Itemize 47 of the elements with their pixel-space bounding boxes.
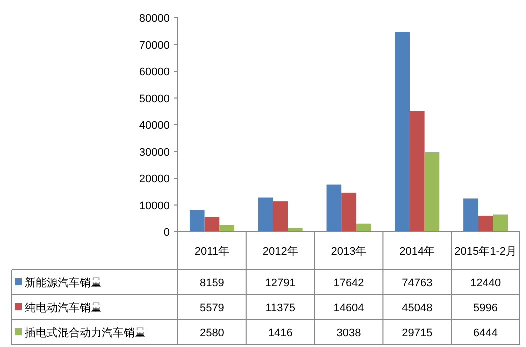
bar xyxy=(326,184,342,232)
data-label: 29715 xyxy=(402,328,433,340)
legend-label: 纯电动汽车销量 xyxy=(25,302,102,314)
data-label: 3038 xyxy=(336,328,362,340)
data-label: 12440 xyxy=(470,278,502,290)
legend-label: 新能源汽车销量 xyxy=(25,276,102,290)
bar xyxy=(288,228,303,232)
bar xyxy=(258,198,274,232)
bar xyxy=(204,217,220,232)
bar xyxy=(464,198,478,232)
bar xyxy=(493,214,508,232)
x-tick-label: 2013年 xyxy=(331,246,367,258)
x-tick-label: 2011年 xyxy=(194,246,230,258)
legend-label: 插电式混合动力汽车销量 xyxy=(25,326,146,340)
data-label: 2580 xyxy=(200,328,224,340)
data-label: 14604 xyxy=(334,302,364,314)
bar xyxy=(356,224,372,232)
bar xyxy=(220,225,234,232)
data-label: 74763 xyxy=(402,278,433,290)
data-label: 5996 xyxy=(474,302,498,314)
x-tick-label: 2015年1-2月 xyxy=(454,246,517,258)
data-label: 6444 xyxy=(474,328,498,340)
data-label: 11375 xyxy=(266,302,296,314)
data-label: 8159 xyxy=(200,278,224,290)
data-label: 1416 xyxy=(268,328,293,340)
y-tick-label: 30000 xyxy=(139,146,170,159)
y-tick-label: 40000 xyxy=(139,120,170,132)
bar xyxy=(424,152,440,232)
data-label: 5579 xyxy=(200,302,224,314)
data-label: 12791 xyxy=(265,278,296,290)
x-tick-label: 2012年 xyxy=(262,246,298,258)
bar xyxy=(342,192,356,232)
data-label: 45048 xyxy=(402,302,433,314)
x-tick-label: 2014年 xyxy=(400,246,436,258)
y-tick-label: 20000 xyxy=(139,174,170,186)
y-tick-label: 80000 xyxy=(139,13,170,25)
bar xyxy=(190,210,205,232)
bar xyxy=(410,111,425,232)
y-tick-label: 10000 xyxy=(139,200,170,212)
data-label: 17642 xyxy=(334,278,364,290)
y-tick-label: 70000 xyxy=(139,40,170,52)
bar xyxy=(273,202,288,232)
y-tick-label: 50000 xyxy=(139,93,170,106)
bar xyxy=(478,216,494,232)
y-tick-label: 60000 xyxy=(139,66,170,78)
bar xyxy=(395,32,410,232)
y-tick-label: 0 xyxy=(164,227,170,239)
